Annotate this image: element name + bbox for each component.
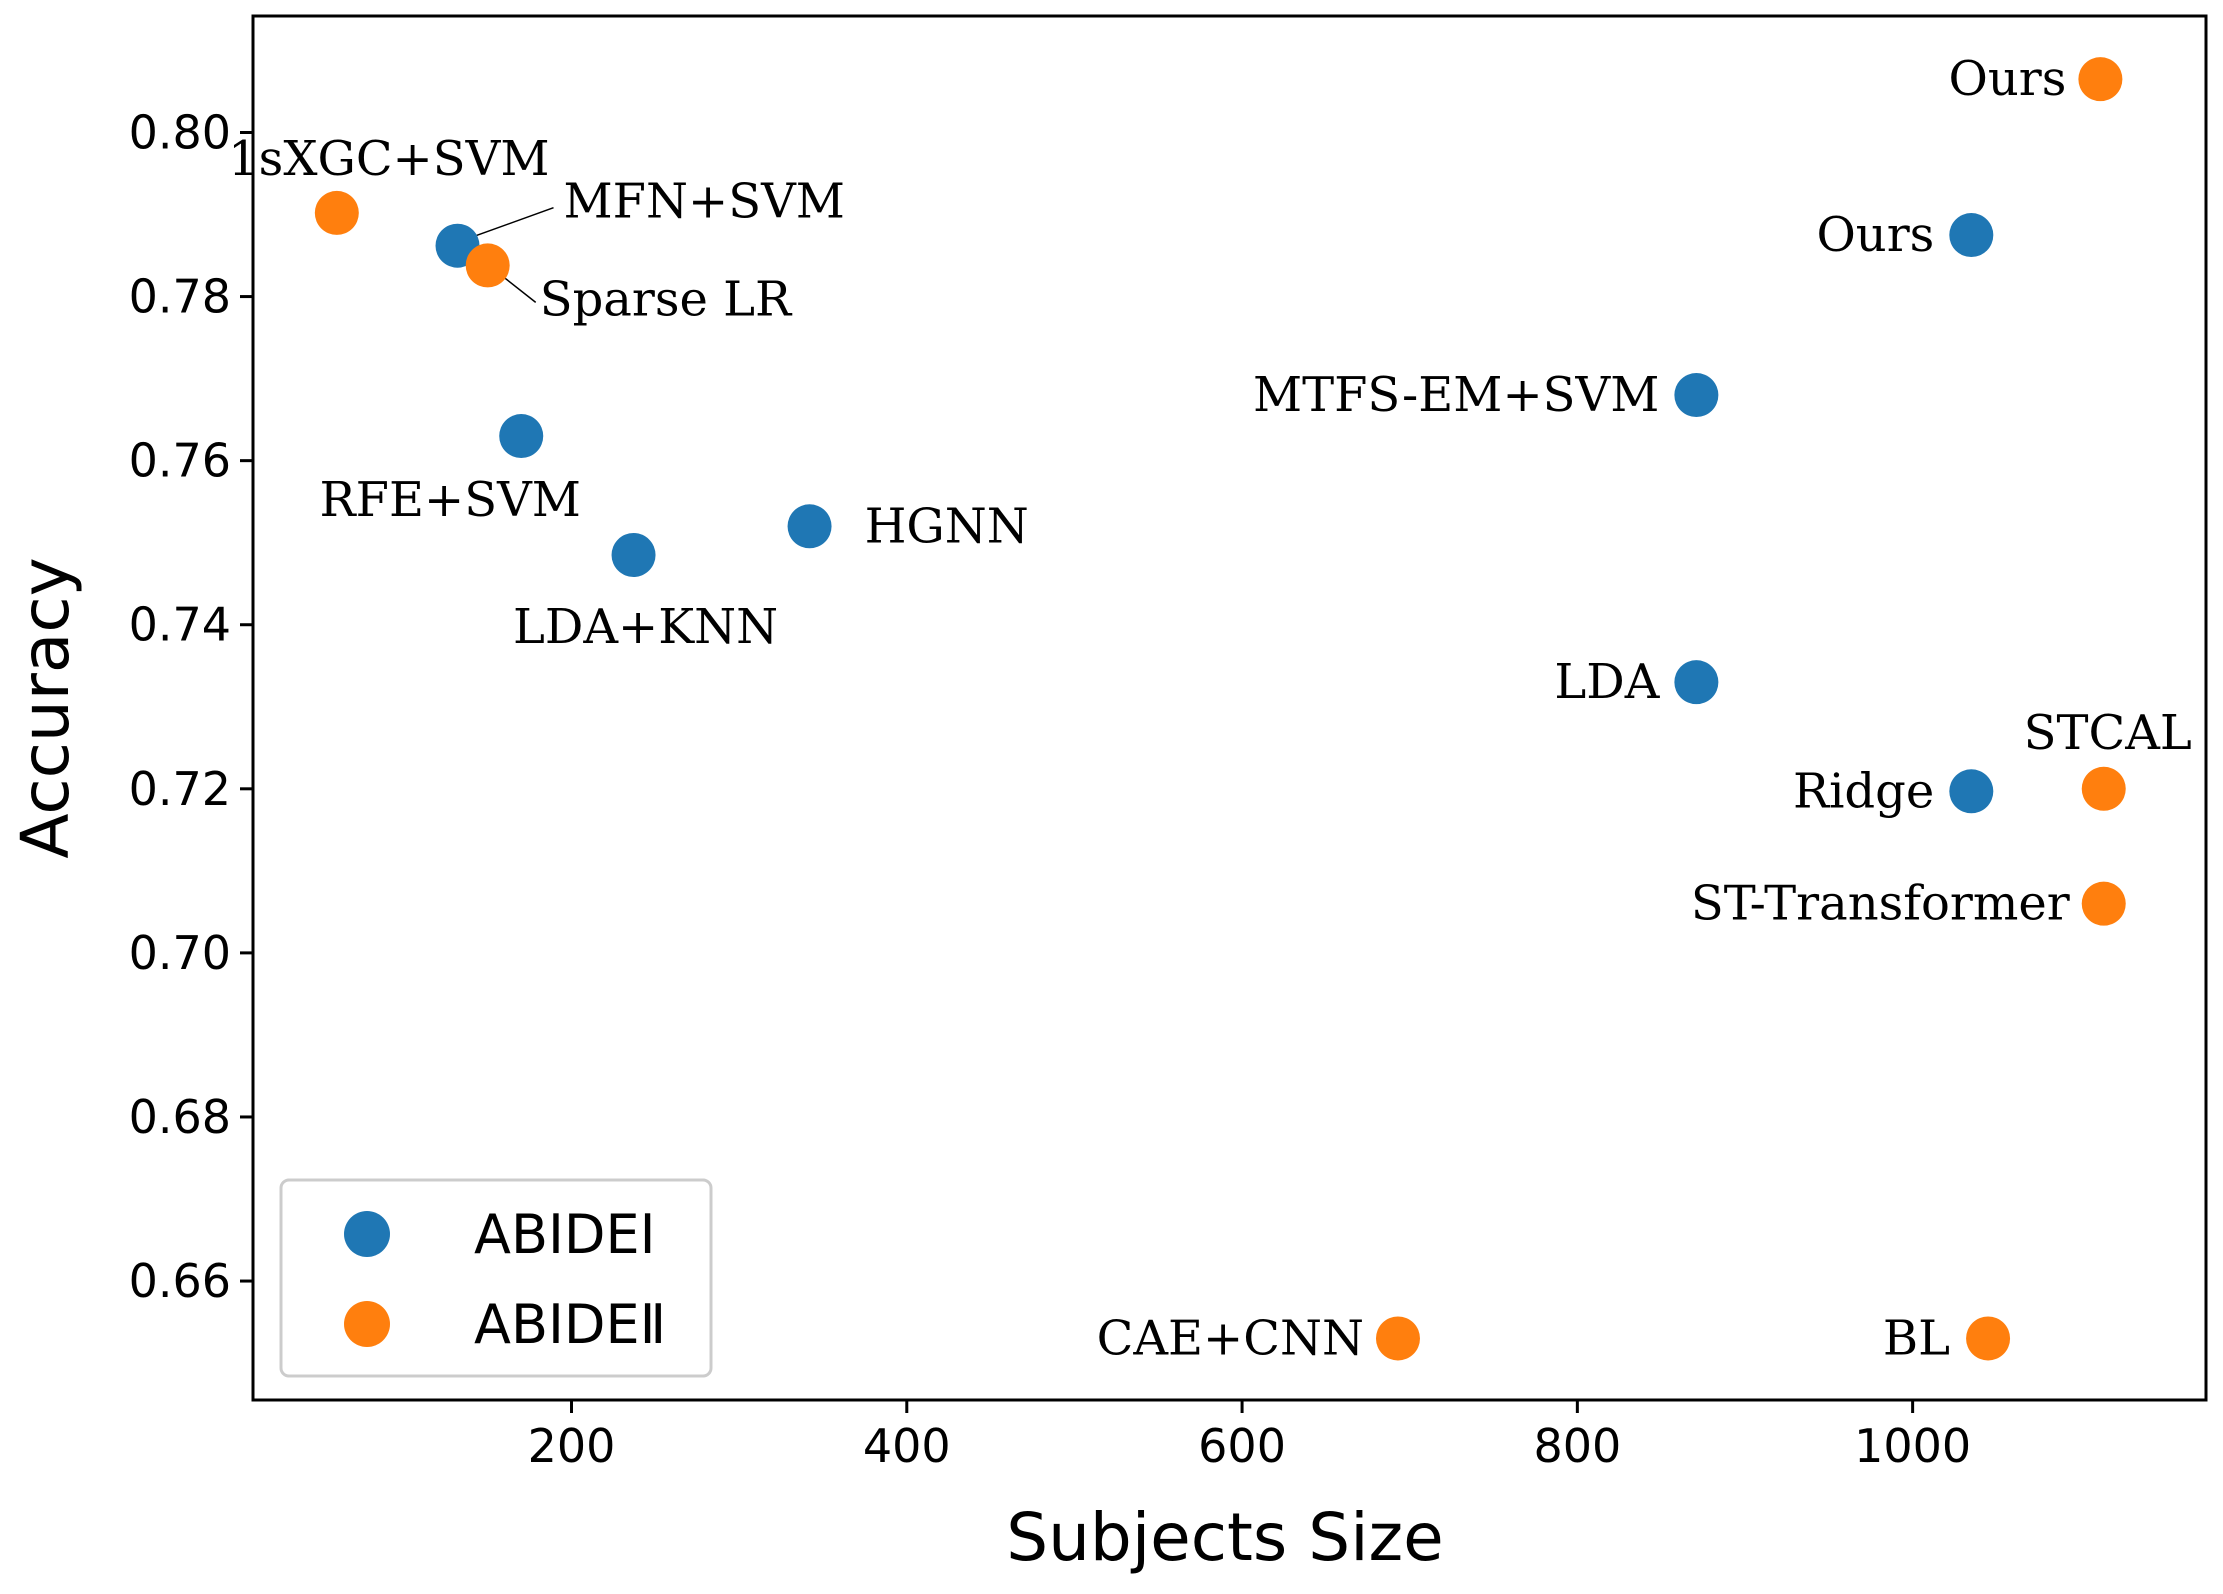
y-tick-label: 0.70: [129, 926, 231, 980]
point-label: Ours: [1816, 207, 1934, 263]
y-tick-label: 0.66: [129, 1254, 231, 1308]
y-tick-label: 0.72: [129, 762, 231, 816]
point-label: ST-Transformer: [1691, 876, 2070, 932]
point-label: Sparse LR: [540, 271, 793, 327]
point-label: MFN+SVM: [564, 174, 845, 230]
legend-label: ABIDEI: [474, 1203, 656, 1266]
point-label: CAE+CNN: [1097, 1310, 1364, 1366]
point-label: Ridge: [1793, 763, 1934, 819]
y-tick-label: 0.78: [129, 270, 231, 324]
legend: ABIDEI ABIDEⅡ: [279, 1178, 713, 1378]
data-point: [1966, 1316, 2011, 1361]
data-point: [499, 414, 544, 459]
x-axis-title: Subjects Size: [1006, 1499, 1444, 1576]
x-tick-label: 600: [1198, 1419, 1286, 1473]
y-axis-title: Accuracy: [7, 557, 84, 858]
data-point: [2078, 57, 2123, 102]
series-abide-: 1sXGC+SVM Sparse LR CAE+CNN BL Ours STCAL ST-T…: [228, 51, 2192, 1366]
y-tick-label: 0.76: [129, 434, 231, 488]
point-label: RFE+SVM: [320, 472, 581, 528]
x-tick-label: 800: [1533, 1419, 1621, 1473]
data-point: [314, 190, 359, 235]
legend-label: ABIDEⅡ: [474, 1293, 666, 1356]
data-point: [787, 504, 832, 549]
y-tick-label: 0.80: [129, 105, 231, 159]
series-abidei: MFN+SVM RFE+SVM LDA+KNN HGNN MTFS-EM+SVM LDA O…: [320, 174, 1994, 819]
plot-area: 200 400 600 800 1000 0.66 0.68 0.70 0.72 0.74 0.76…: [129, 14, 2208, 1473]
legend-marker: [344, 1301, 390, 1347]
x-tick-label: 1000: [1854, 1419, 1971, 1473]
data-point: [1375, 1316, 1420, 1361]
data-point: [1949, 769, 1994, 814]
data-point: [2081, 766, 2126, 811]
label-leader-line: [467, 207, 554, 240]
point-label: MTFS-EM+SVM: [1253, 367, 1659, 423]
plot-frame: [251, 14, 2208, 1402]
y-tick-label: 0.74: [129, 598, 231, 652]
data-point: [1674, 660, 1719, 705]
point-label: 1sXGC+SVM: [228, 131, 549, 187]
x-tick-label: 400: [863, 1419, 951, 1473]
data-point: [1674, 373, 1719, 418]
data-point: [465, 243, 510, 288]
point-label: HGNN: [865, 498, 1029, 554]
legend-marker: [344, 1211, 390, 1257]
y-tick-label: 0.68: [129, 1090, 231, 1144]
data-point: [1949, 213, 1994, 258]
data-point: [611, 532, 656, 577]
point-label: LDA+KNN: [513, 599, 778, 655]
point-label: LDA: [1554, 654, 1660, 710]
data-point: [2081, 881, 2126, 926]
x-tick-label: 200: [528, 1419, 616, 1473]
point-label: STCAL: [2024, 705, 2192, 761]
point-label: BL: [1883, 1310, 1950, 1366]
point-label: Ours: [1949, 51, 2067, 107]
